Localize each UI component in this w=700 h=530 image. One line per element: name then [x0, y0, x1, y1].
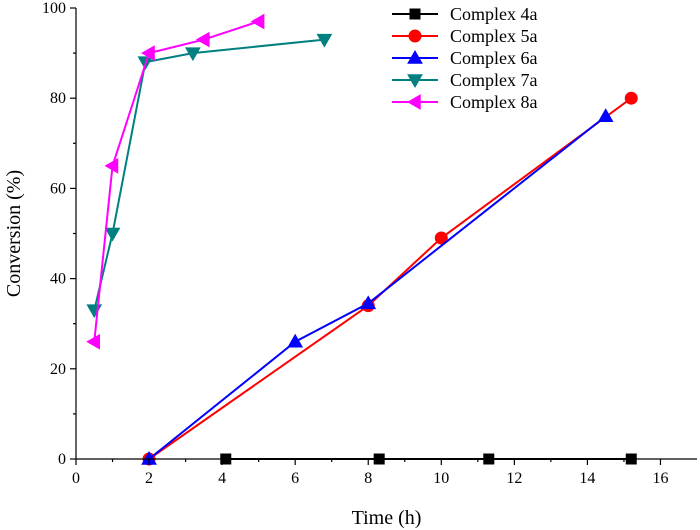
series-complex-5a	[142, 91, 638, 466]
data-point	[434, 231, 448, 245]
data-point	[250, 13, 265, 30]
data-point	[624, 91, 638, 105]
legend-marker	[409, 8, 421, 20]
series-complex-8a	[86, 13, 265, 350]
legend-marker	[407, 49, 423, 64]
legend-item: Complex 6a	[392, 48, 538, 68]
series-line	[93, 38, 325, 311]
data-point	[104, 157, 119, 174]
legend-marker	[407, 74, 423, 89]
legend-label: Complex 4a	[450, 4, 538, 24]
x-tick-label: 4	[218, 470, 226, 487]
legend-marker	[408, 29, 422, 43]
legend-marker	[406, 94, 421, 110]
legend-label: Complex 5a	[450, 26, 538, 46]
axes: 0 2 4 6 8 10 12 14 16 0 20 40 60 80 100	[42, 0, 697, 487]
data-point	[360, 295, 377, 310]
data-point	[141, 45, 155, 61]
series-complex-7a	[86, 33, 333, 319]
y-tick-label: 80	[50, 90, 66, 107]
legend-label: Complex 6a	[450, 48, 538, 68]
x-tick-label: 6	[291, 470, 299, 487]
data-point	[287, 333, 304, 348]
x-tick-label: 10	[433, 470, 449, 487]
data-point	[195, 31, 210, 48]
x-tick-label: 0	[72, 470, 80, 487]
y-tick-label: 20	[50, 361, 66, 378]
legend-label: Complex 7a	[450, 70, 538, 90]
legend-label: Complex 8a	[450, 92, 538, 112]
y-tick-label: 40	[50, 271, 66, 288]
y-tick-label: 0	[58, 451, 66, 468]
y-axis-title: Conversion (%)	[3, 170, 25, 297]
legend-item: Complex 8a	[392, 92, 538, 112]
series-line	[148, 115, 607, 460]
data-point	[104, 227, 121, 242]
data-point	[86, 333, 101, 350]
x-tick-label: 8	[364, 470, 372, 487]
x-tick-label: 14	[579, 470, 595, 487]
y-tick-label: 100	[42, 0, 66, 17]
plot-area	[86, 13, 638, 466]
data-point	[185, 47, 201, 62]
series-complex-6a	[141, 108, 614, 465]
data-point	[86, 304, 103, 319]
data-point	[316, 33, 333, 48]
x-axis-title: Time (h)	[352, 507, 422, 529]
x-tick-label: 16	[652, 470, 668, 487]
data-point	[597, 108, 614, 122]
series-line	[93, 20, 259, 342]
x-tick-label: 2	[145, 470, 153, 487]
series-line	[148, 97, 632, 460]
x-tick-label: 12	[506, 470, 522, 487]
y-tick-label: 60	[50, 180, 66, 197]
legend-item: Complex 7a	[392, 70, 538, 90]
legend-item: Complex 5a	[392, 26, 538, 46]
legend-item: Complex 4a	[392, 4, 538, 24]
